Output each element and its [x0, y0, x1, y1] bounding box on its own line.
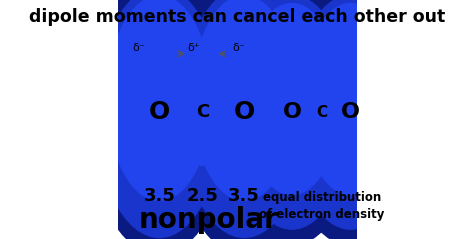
- Text: 2.5: 2.5: [186, 187, 219, 205]
- Ellipse shape: [225, 0, 359, 239]
- Text: δ⁻: δ⁻: [133, 43, 146, 53]
- Ellipse shape: [181, 0, 307, 238]
- Ellipse shape: [159, 27, 246, 198]
- Ellipse shape: [283, 0, 418, 239]
- Text: nonpolar: nonpolar: [138, 206, 278, 234]
- Text: C: C: [196, 103, 209, 121]
- Ellipse shape: [302, 4, 399, 195]
- Text: O: O: [234, 100, 255, 124]
- Ellipse shape: [292, 0, 410, 229]
- Ellipse shape: [173, 0, 316, 239]
- Text: dipole moments can cancel each other out: dipole moments can cancel each other out: [29, 8, 445, 26]
- Ellipse shape: [192, 0, 296, 201]
- Ellipse shape: [244, 4, 340, 195]
- Text: equal distribution
of electron density: equal distribution of electron density: [259, 191, 384, 221]
- Ellipse shape: [281, 32, 363, 193]
- Ellipse shape: [96, 0, 222, 238]
- Text: O: O: [341, 102, 360, 122]
- Text: δ⁺: δ⁺: [188, 43, 201, 53]
- Text: C: C: [316, 105, 328, 120]
- Text: O: O: [283, 102, 301, 122]
- Text: O: O: [149, 100, 170, 124]
- Ellipse shape: [172, 42, 233, 165]
- Ellipse shape: [286, 41, 357, 183]
- Ellipse shape: [108, 0, 211, 201]
- Text: δ⁻: δ⁻: [232, 43, 245, 53]
- Ellipse shape: [164, 37, 240, 187]
- Ellipse shape: [292, 46, 351, 162]
- Ellipse shape: [88, 0, 231, 239]
- Ellipse shape: [233, 0, 351, 229]
- Text: 3.5: 3.5: [144, 187, 175, 205]
- Text: 3.5: 3.5: [228, 187, 260, 205]
